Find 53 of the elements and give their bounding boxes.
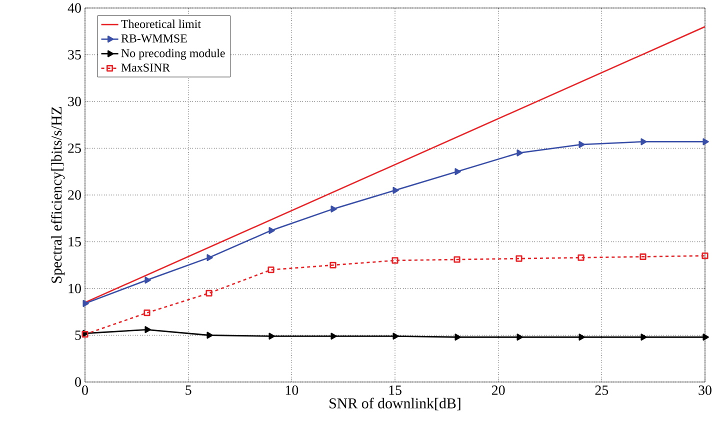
x-tick-label: 30 [698,386,712,395]
legend-label: RB-WMMSE [121,34,187,43]
x-axis-title: SNR of downlink[dB] [330,398,460,410]
x-tick-label: 0 [82,386,88,395]
point [516,334,523,341]
point [144,310,150,316]
point [578,141,585,148]
y-tick-label: 0 [75,377,81,387]
legend-label: No precoding module [121,48,225,60]
point [640,334,647,341]
x-tick-label: 20 [492,386,505,395]
point [330,206,337,212]
y-tick-label: 35 [68,50,81,60]
point [144,326,151,334]
point [454,168,461,176]
y-axis-title: Spectral efficiency[]bits/s/HZ [50,106,65,283]
x-tick-label: 25 [595,386,608,395]
point [268,227,275,234]
y-tick-label: 20 [68,190,81,200]
point [454,256,460,263]
y-tick-label: 30 [68,96,81,106]
x-tick-label: 10 [286,386,298,395]
point [392,332,399,340]
point [702,252,708,260]
point [330,262,336,268]
point [640,138,647,146]
point [268,266,274,274]
point [82,300,89,307]
point [330,332,337,340]
point [206,254,213,262]
y-tick-label: 5 [75,330,81,340]
point [516,255,522,262]
legend-label: Theoretical limit [121,20,201,28]
point [392,186,399,194]
point [516,149,523,156]
point [144,276,151,284]
point [702,334,709,341]
point [578,334,585,341]
point [702,138,709,146]
point [454,334,461,341]
point [206,290,212,296]
point [578,254,584,261]
x-tick-label: 15 [389,386,402,395]
legend-label: MaxSINR [121,64,170,72]
y-tick-label: 40 [68,3,81,13]
point [392,257,398,264]
point [206,332,213,339]
point [640,253,646,260]
point [268,332,275,340]
y-tick-label: 25 [68,144,81,153]
y-tick-label: 10 [68,284,81,294]
x-tick-label: 5 [186,386,192,395]
y-tick-label: 15 [68,237,81,246]
